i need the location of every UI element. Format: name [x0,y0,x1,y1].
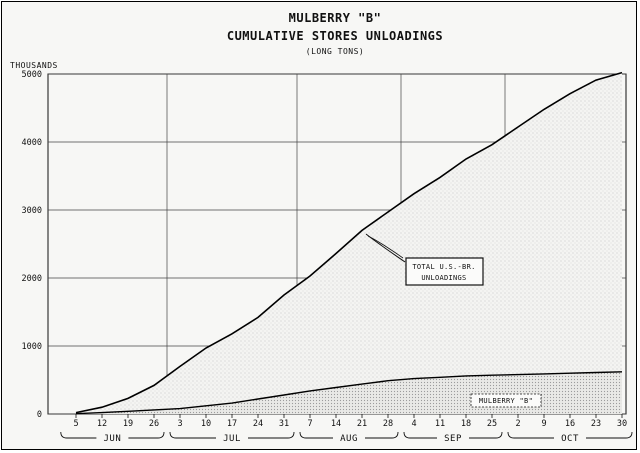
total-line [75,71,623,414]
series-lines [75,71,623,415]
x-tick-label: 25 [487,419,497,429]
month-bracket-left [299,431,333,439]
x-tick-label: 11 [435,419,445,429]
x-tick-label: 12 [97,419,107,429]
y-tick-labels: 0 1000 2000 3000 4000 5000 [22,70,42,420]
month-bracket-right [469,431,503,439]
x-tick-label: 26 [149,419,159,429]
x-tick-label: 31 [279,419,289,429]
x-tick-label: 23 [591,419,601,429]
chart-subtitle: CUMULATIVE STORES UNLOADINGS [227,29,443,43]
annotation-total-arrow-2 [367,235,404,259]
x-tick-label: 4 [411,419,416,429]
month-bracket-right [365,431,399,439]
chart-title: MULBERRY "B" [289,11,382,25]
y-tick-label: 0 [37,410,42,420]
x-tick-label: 28 [383,419,393,429]
x-tick-label: 17 [227,419,237,429]
x-tick-label: 16 [565,419,575,429]
month-label: SEP [444,434,462,444]
x-tick-label: 21 [357,419,367,429]
month-brackets: JUN JUL AUG SEP OCT [60,431,633,444]
y-tick-label: 1000 [22,342,42,352]
annotation-mulberry-line-1: MULBERRY "B" [479,397,533,405]
month-bracket-left [169,431,216,439]
y-tick-label: 3000 [22,206,42,216]
mulberry-line [75,371,623,415]
annotation-total: TOTAL U.S.-BR. UNLOADINGS [365,233,484,286]
annotation-total-line-2: UNLOADINGS [421,274,466,282]
annotation-total-box [405,257,484,286]
annotation-mulberry-box [470,393,542,408]
annotation-total-line-1: TOTAL U.S.-BR. [412,263,475,271]
annotation-mulberry-b: MULBERRY "B" [470,393,542,408]
month-bracket-left [60,431,97,439]
month-bracket-left [507,431,554,439]
y-tick-label: 4000 [22,138,42,148]
month-bracket-left [403,431,437,439]
x-tick-label: 2 [515,419,520,429]
x-tick-label: 19 [123,419,133,429]
month-bracket-right [248,431,295,439]
chart-unit-note: (LONG TONS) [306,47,364,56]
x-tick-label: 5 [73,419,78,429]
month-label: OCT [561,434,579,444]
x-tick-label: 9 [541,419,546,429]
month-label: JUL [223,434,241,444]
x-tick-labels: 5 12 19 26 3 10 17 24 31 7 14 21 28 4 11 18 25 2 9 16 23 30 [73,414,627,429]
month-label: AUG [340,434,358,444]
month-label: JUN [104,434,122,444]
y-tick-label: 2000 [22,274,42,284]
series-areas [76,72,622,414]
x-tick-label: 7 [307,419,312,429]
x-tick-label: 14 [331,419,341,429]
x-tick-label: 3 [177,419,182,429]
month-bracket-right [128,431,165,439]
x-tick-label: 30 [617,419,627,429]
x-tick-label: 24 [253,419,263,429]
y-tick-label: 5000 [22,70,42,80]
y-axis-label: THOUSANDS [10,61,58,70]
x-tick-label: 18 [461,419,471,429]
total-area [76,72,622,414]
x-tick-label: 10 [201,419,211,429]
month-bracket-right [586,431,633,439]
